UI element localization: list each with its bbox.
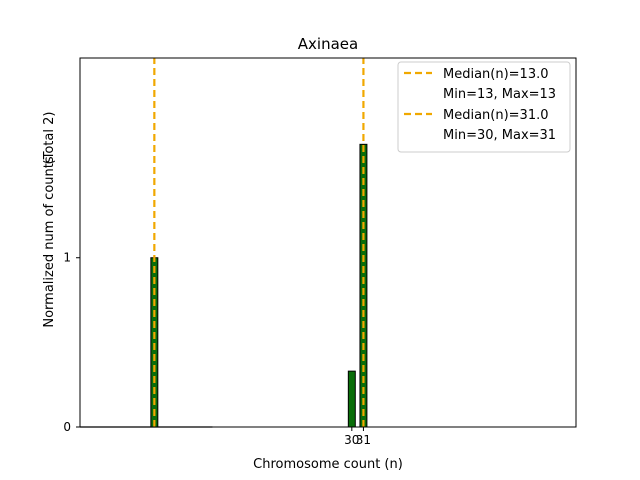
y-axis-label: Normalized num of counts	[42, 156, 57, 327]
legend-sublabel: Min=13, Max=13	[443, 87, 556, 102]
x-tick-label: 30	[344, 433, 359, 447]
y-tick-label: 1	[63, 251, 71, 265]
y-tick-label: 0	[63, 420, 71, 434]
plot-frame	[79, 57, 577, 428]
legend: Median(n)=13.0 Min=13, Max=13 Median(n)=31…	[397, 61, 571, 153]
legend-sublabel: Min=30, Max=31	[443, 128, 556, 143]
y-axis-total-note: (Total 2)	[42, 112, 57, 165]
chart-title: Axinaea	[298, 35, 358, 53]
bar-30	[347, 370, 356, 428]
bar-31	[359, 143, 368, 428]
x-tick-label: 31	[356, 433, 371, 447]
x-axis-label: Chromosome count (n)	[253, 457, 403, 472]
y-axis-ticks: 01	[63, 251, 80, 434]
legend-label: Median(n)=13.0	[443, 67, 549, 82]
legend-label: Median(n)=31.0	[443, 108, 549, 123]
legend-box	[397, 61, 571, 153]
median-lines-group	[153, 58, 365, 427]
